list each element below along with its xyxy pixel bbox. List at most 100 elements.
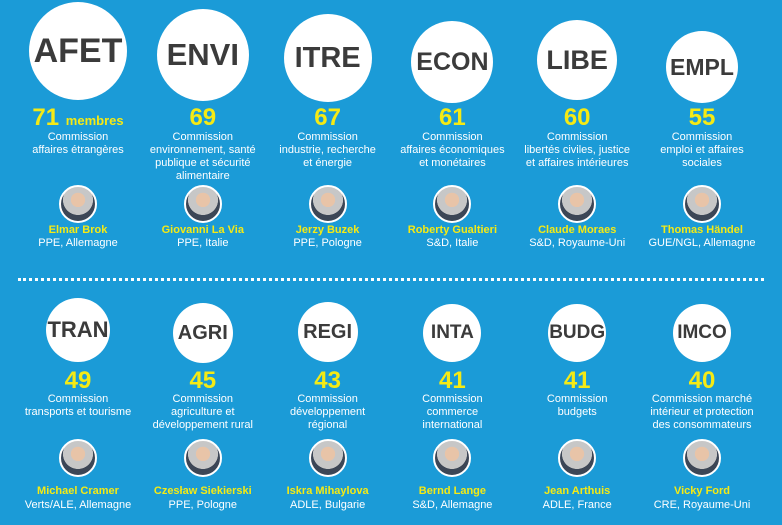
member-number: 69: [189, 104, 217, 131]
member-count: 55: [640, 104, 764, 132]
description-line: Commission: [422, 393, 483, 405]
description-line: affaires étrangères: [32, 144, 124, 156]
member-number: 43: [314, 367, 341, 394]
committee-description: Commission commerce international: [390, 393, 514, 432]
chair-affiliation: S&D, Italie: [426, 237, 479, 249]
description-line: Commission: [172, 393, 234, 405]
member-count: 43: [266, 367, 390, 395]
chair-photo: [183, 185, 222, 223]
chair-affiliation: PPE, Pologne: [293, 237, 362, 249]
chair-name: Claude Moraes: [538, 224, 617, 236]
description-line: affaires économiques: [400, 144, 505, 156]
chair-photo: [433, 439, 472, 477]
description-line: régional: [308, 419, 348, 431]
chair-affiliation: S&D, Royaume-Uni: [529, 237, 626, 249]
member-number: 41: [563, 367, 591, 394]
member-count: 71 membres: [16, 104, 140, 132]
description-line: développement rural: [152, 419, 253, 431]
committee-code: AGRI: [172, 303, 233, 363]
member-count: 69: [141, 104, 265, 132]
chair-affiliation: ADLE, Bulgarie: [289, 499, 366, 511]
description-line: développement: [289, 406, 366, 418]
description-line: Commission: [546, 131, 608, 143]
member-count: 49: [16, 367, 140, 395]
description-line: emploi et affaires: [660, 144, 744, 156]
description-line: et affaires intérieures: [525, 157, 629, 169]
chair-photo: [183, 439, 222, 477]
description-line: Commission: [47, 131, 109, 143]
description-line: intérieur et protection: [650, 406, 754, 418]
description-line: transports et tourisme: [24, 406, 132, 418]
chair-photo: [59, 185, 97, 223]
member-unit: membres: [65, 113, 124, 128]
committee-description: Commission emploi et affaires sociales: [640, 131, 764, 170]
description-line: Commission: [297, 393, 358, 405]
committee-description: Commission environnement, santé publique e…: [141, 131, 265, 183]
chair-affiliation: PPE, Pologne: [168, 499, 238, 511]
chair-photo: [308, 185, 347, 223]
member-count: 60: [515, 104, 639, 132]
member-number: 49: [64, 367, 92, 394]
member-count: 61: [390, 104, 514, 132]
committee-description: Commission affaires économiques et monétai…: [390, 131, 514, 170]
committee-description: Commission affaires étrangères: [16, 131, 140, 157]
committee-description: Commission marché intérieur et protection…: [640, 393, 764, 432]
description-line: Commission: [297, 131, 358, 143]
description-line: et énergie: [303, 157, 353, 169]
committee-code: ENVI: [156, 9, 249, 101]
member-count: 41: [390, 367, 514, 395]
chair-name: Jean Arthuis: [544, 485, 611, 497]
description-line: commerce: [426, 406, 479, 418]
description-line: Commission marché: [651, 393, 753, 405]
chair-name: Vicky Ford: [673, 485, 731, 497]
chair-photo: [433, 185, 472, 223]
member-number: 61: [439, 104, 466, 131]
description-line: industrie, recherche: [279, 144, 376, 156]
description-line: Commission: [671, 131, 733, 143]
description-line: international: [422, 419, 483, 431]
committee-code: REGI: [297, 302, 358, 362]
committee-description: Commission libertés civiles, justice et af…: [515, 131, 639, 170]
chair-name: Czesław Siekierski: [153, 485, 252, 497]
member-number: 41: [439, 367, 466, 394]
member-count: 67: [266, 104, 390, 132]
committee-code: ECON: [411, 21, 494, 103]
chair-name: Thomas Händel: [661, 224, 743, 236]
chair-name: Elmar Brok: [48, 224, 108, 236]
separator: [18, 278, 764, 281]
committee-description: Commission développement régional: [266, 393, 390, 432]
chair-name: Roberty Gualtieri: [407, 224, 498, 236]
chair-photo: [59, 439, 97, 477]
member-count: 40: [640, 367, 764, 395]
chair-name: Giovanni La Via: [161, 224, 244, 236]
committee-description: Commission agriculture et développement ru…: [141, 393, 265, 432]
chair-affiliation: PPE, Allemagne: [38, 237, 118, 249]
member-count: 41: [515, 367, 639, 395]
chair-affiliation: ADLE, France: [542, 499, 612, 511]
description-line: Commission: [546, 393, 608, 405]
chair-affiliation: CRE, Royaume-Uni: [653, 499, 751, 511]
committee-description: Commission budgets: [515, 393, 639, 419]
member-number: 45: [189, 367, 217, 394]
member-number: 67: [314, 104, 341, 131]
committee-code: IMCO: [673, 304, 731, 362]
description-line: environnement, santé: [149, 144, 256, 156]
chair-name: Michael Cramer: [37, 485, 119, 497]
chair-photo: [683, 185, 721, 223]
description-line: publique et sécurité: [155, 157, 251, 169]
chair-name: Jerzy Buzek: [295, 224, 360, 236]
chair-affiliation: Verts/ALE, Allemagne: [24, 499, 132, 511]
member-number: 55: [688, 104, 716, 131]
description-line: budgets: [557, 406, 597, 418]
chair-name: Iskra Mihaylova: [286, 485, 369, 497]
description-line: Commission: [422, 131, 483, 143]
member-number: 40: [688, 367, 716, 394]
committee-description: Commission industrie, recherche et énergie: [266, 131, 390, 170]
chair-photo: [558, 185, 597, 223]
member-number: 60: [563, 104, 591, 131]
chair-photo: [308, 439, 347, 477]
description-line: Commission: [172, 131, 234, 143]
description-line: des consommateurs: [652, 419, 752, 431]
chair-affiliation: S&D, Allemagne: [412, 499, 493, 511]
